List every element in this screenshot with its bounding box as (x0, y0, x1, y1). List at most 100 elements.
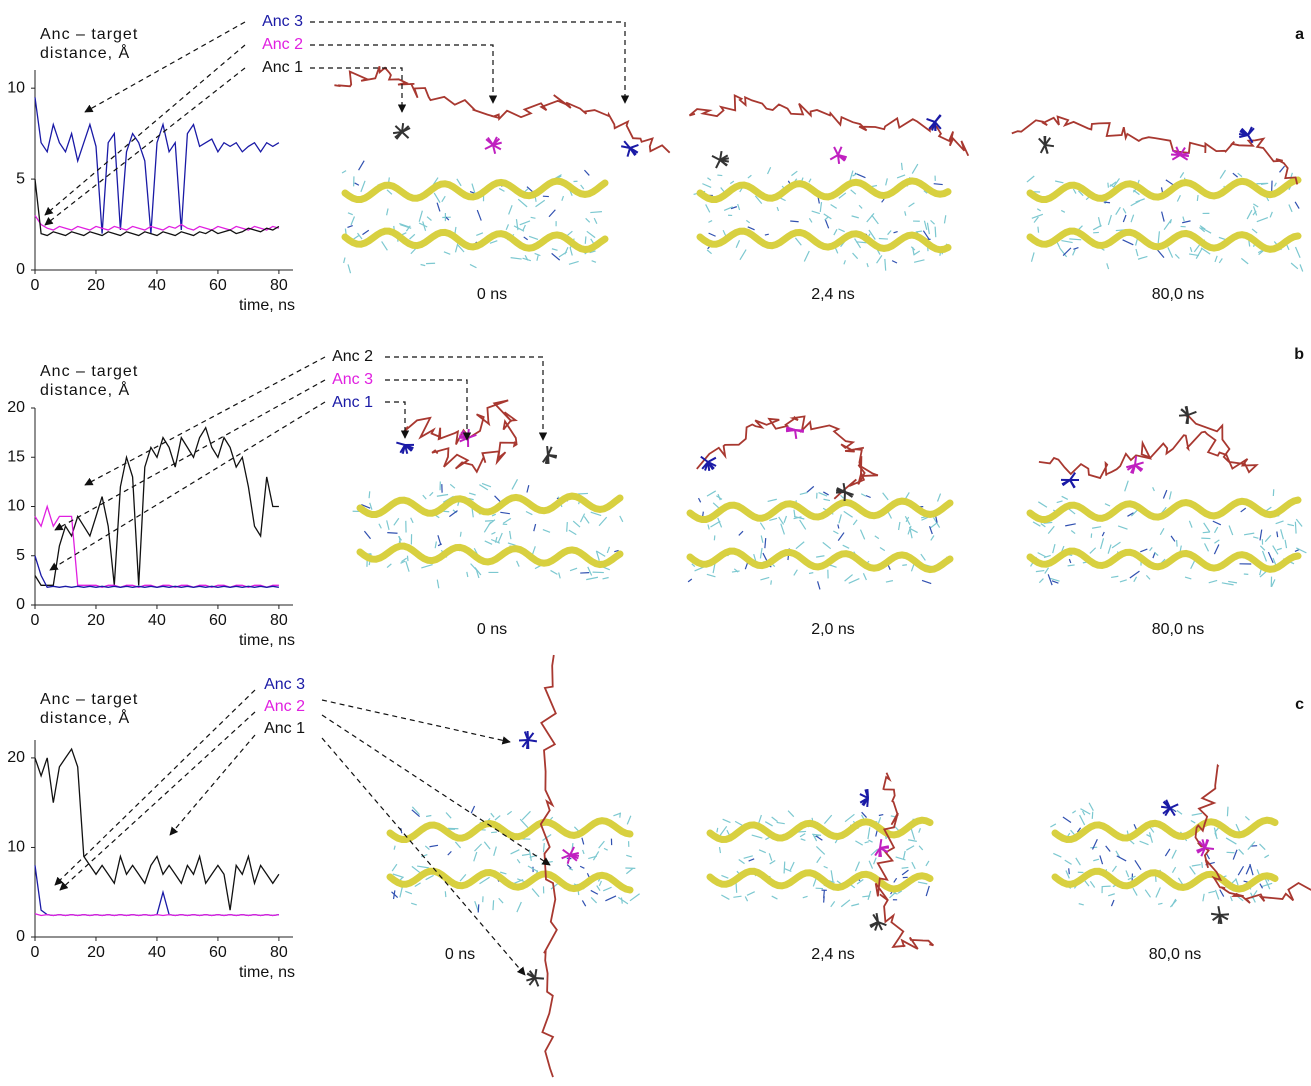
side-chain (392, 873, 404, 878)
side-chain (808, 218, 813, 223)
side-chain (1033, 216, 1039, 223)
side-chain (918, 828, 921, 833)
side-chain (1129, 570, 1140, 579)
protein-image (1026, 480, 1307, 587)
side-chain (766, 167, 772, 175)
x-tick-label: 80 (270, 612, 288, 629)
side-chain (577, 492, 588, 495)
side-chain (414, 882, 421, 887)
side-chain (767, 498, 777, 502)
side-chain (1170, 535, 1176, 542)
side-chain (789, 861, 795, 871)
side-chain (1056, 500, 1063, 504)
side-chain (1122, 239, 1134, 246)
side-chain (1051, 580, 1059, 584)
side-chain (1190, 819, 1196, 824)
side-chain (803, 250, 810, 262)
side-chain (926, 222, 930, 235)
leader-arrow (169, 734, 256, 836)
snapshot-label: 0 ns (477, 286, 507, 303)
side-chain (1228, 580, 1238, 584)
side-chain (1076, 827, 1082, 833)
side-chain (454, 242, 459, 253)
side-chain (572, 520, 581, 528)
legend-label: Anc 1 (264, 720, 305, 737)
side-chain (381, 241, 388, 251)
side-chain (811, 210, 820, 215)
leader-arrow (310, 21, 630, 104)
side-chain (1088, 802, 1094, 811)
side-chain (437, 535, 442, 545)
side-chain (1294, 201, 1300, 209)
side-chain (1276, 547, 1282, 551)
side-chain (925, 860, 930, 867)
side-chain (783, 515, 788, 523)
side-chain (935, 515, 938, 523)
side-chain (603, 847, 608, 851)
side-chain (862, 573, 867, 581)
protein-image (1050, 802, 1279, 908)
leader-arrow (59, 711, 256, 891)
side-chain (708, 232, 716, 237)
side-chain (817, 581, 821, 590)
side-chain (1191, 812, 1203, 816)
data-line (34, 913, 279, 917)
peptide-chain (403, 399, 518, 474)
side-chain (1127, 512, 1134, 517)
side-chain (1047, 525, 1055, 534)
side-chain (1267, 551, 1274, 564)
side-chain (456, 178, 462, 187)
anchor-residue (1169, 807, 1176, 817)
side-chain (1203, 522, 1211, 533)
data-line (34, 97, 280, 234)
side-chain (592, 851, 600, 861)
side-chain (843, 510, 853, 518)
side-chain (1148, 832, 1154, 843)
anchor-residue (859, 797, 869, 804)
side-chain (799, 833, 806, 838)
side-chain (1122, 208, 1127, 214)
side-chain (566, 230, 573, 237)
side-chain (526, 485, 530, 493)
side-chain (768, 853, 773, 861)
side-chain (519, 818, 529, 829)
side-chain (343, 257, 346, 264)
anchor-residue (487, 137, 494, 146)
x-tick-label: 0 (31, 612, 40, 629)
side-chain (484, 540, 493, 545)
side-chain (548, 209, 556, 218)
anchor-residue (1219, 914, 1222, 925)
helix-ribbon (706, 816, 934, 843)
anchor-residue (1204, 847, 1215, 851)
side-chain (729, 180, 735, 185)
side-chain (708, 220, 713, 223)
side-chain (770, 580, 773, 585)
side-chain (812, 833, 818, 842)
protein-image (386, 805, 640, 913)
side-chain (1040, 522, 1046, 528)
side-chain (473, 851, 478, 862)
side-chain (357, 232, 363, 240)
anchor-residue (1061, 479, 1071, 486)
side-chain (481, 482, 492, 488)
side-chain (1043, 521, 1053, 524)
anchor-residue (392, 131, 403, 135)
side-chain (760, 535, 764, 543)
side-chain (1296, 547, 1307, 554)
side-chain (454, 226, 457, 235)
side-chain (517, 878, 525, 883)
side-chain (479, 876, 490, 885)
side-chain (596, 885, 601, 891)
side-chain (771, 895, 778, 900)
side-chain (1219, 889, 1225, 897)
anchor-residue (836, 487, 846, 493)
side-chain (819, 201, 823, 213)
side-chain (593, 217, 598, 224)
side-chain (795, 541, 805, 550)
side-chain (1232, 849, 1238, 860)
side-chain (511, 479, 519, 490)
side-chain (1235, 823, 1241, 833)
side-chain (1200, 247, 1211, 255)
side-chain (519, 220, 531, 226)
anchor-residue (1134, 461, 1144, 466)
